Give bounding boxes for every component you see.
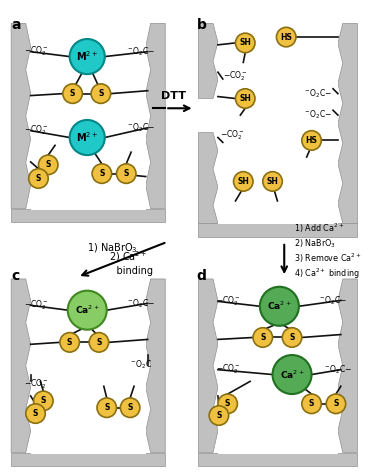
Text: $-$CO$_2^-$: $-$CO$_2^-$ <box>24 124 49 137</box>
Circle shape <box>302 131 321 150</box>
Text: S: S <box>260 333 265 342</box>
Text: $-$CO$_2^-$: $-$CO$_2^-$ <box>216 363 241 376</box>
Text: S: S <box>127 403 133 412</box>
Text: S: S <box>309 399 314 408</box>
Text: S: S <box>41 396 46 405</box>
Circle shape <box>234 171 253 191</box>
Circle shape <box>235 33 255 53</box>
Text: $-$CO$_2^-$: $-$CO$_2^-$ <box>24 378 49 391</box>
Text: d: d <box>197 269 206 283</box>
Polygon shape <box>198 23 218 98</box>
Polygon shape <box>198 223 357 237</box>
Bar <box>31 279 146 454</box>
Text: $-$CO$_2^-$: $-$CO$_2^-$ <box>220 129 245 142</box>
Text: $\mathregular{^-}$O$_2$C: $\mathregular{^-}$O$_2$C <box>129 359 153 371</box>
Circle shape <box>68 291 107 330</box>
Circle shape <box>209 406 229 425</box>
Circle shape <box>70 39 105 74</box>
Text: S: S <box>98 89 104 98</box>
Text: 1) NaBrO$_3$: 1) NaBrO$_3$ <box>87 241 138 255</box>
Polygon shape <box>11 279 31 453</box>
Circle shape <box>116 164 136 183</box>
Circle shape <box>39 155 58 175</box>
Text: Ca$^{2+}$: Ca$^{2+}$ <box>267 300 292 313</box>
Text: S: S <box>33 409 38 418</box>
Text: HS: HS <box>306 136 318 145</box>
Text: $-$CO$_2^-$: $-$CO$_2^-$ <box>24 45 49 58</box>
Circle shape <box>235 89 255 108</box>
Circle shape <box>273 355 311 394</box>
Text: SH: SH <box>239 38 251 48</box>
Circle shape <box>91 84 111 104</box>
Text: Ca$^{2+}$: Ca$^{2+}$ <box>280 368 304 381</box>
Circle shape <box>34 391 53 410</box>
Text: Ca$^{2+}$: Ca$^{2+}$ <box>75 304 99 316</box>
Circle shape <box>97 398 116 418</box>
Text: S: S <box>124 169 129 178</box>
Circle shape <box>60 332 79 352</box>
Circle shape <box>276 27 296 47</box>
Polygon shape <box>11 453 165 466</box>
Text: M$^{2+}$: M$^{2+}$ <box>76 50 98 64</box>
Text: S: S <box>290 333 295 342</box>
Bar <box>218 279 338 454</box>
Text: S: S <box>216 411 222 420</box>
Circle shape <box>89 332 109 352</box>
Text: S: S <box>96 338 102 347</box>
Polygon shape <box>11 23 31 209</box>
Text: $\mathregular{^-}$O$_2$C$-$: $\mathregular{^-}$O$_2$C$-$ <box>126 122 156 134</box>
Text: S: S <box>333 399 339 408</box>
Text: 2) Ca$^{2+}$
    binding: 2) Ca$^{2+}$ binding <box>104 249 153 276</box>
Text: HS: HS <box>280 33 292 41</box>
Text: a: a <box>11 18 21 31</box>
Polygon shape <box>198 279 218 453</box>
Text: S: S <box>225 399 230 408</box>
Circle shape <box>282 328 302 347</box>
Circle shape <box>29 169 48 188</box>
Circle shape <box>63 84 82 104</box>
Text: $\mathregular{^-}$O$_2$C$-$: $\mathregular{^-}$O$_2$C$-$ <box>318 294 348 307</box>
Text: $-$CO$_2^-$: $-$CO$_2^-$ <box>24 299 49 312</box>
Circle shape <box>218 394 237 414</box>
Text: SH: SH <box>239 94 251 103</box>
Polygon shape <box>198 133 218 223</box>
Circle shape <box>120 398 140 418</box>
Circle shape <box>92 164 112 183</box>
Circle shape <box>253 328 273 347</box>
Text: $\mathregular{^-}$O$_2$C$-$: $\mathregular{^-}$O$_2$C$-$ <box>126 46 156 58</box>
Circle shape <box>260 287 299 326</box>
Polygon shape <box>338 279 357 453</box>
Text: DTT: DTT <box>161 91 186 102</box>
Text: M$^{2+}$: M$^{2+}$ <box>76 131 98 144</box>
Text: b: b <box>197 18 206 31</box>
Text: $\mathregular{^-}$O$_2$C$-$: $\mathregular{^-}$O$_2$C$-$ <box>126 297 156 310</box>
Text: S: S <box>67 338 72 347</box>
Text: S: S <box>70 89 75 98</box>
Text: $-$CO$_2^-$: $-$CO$_2^-$ <box>223 69 248 83</box>
Bar <box>31 23 146 209</box>
Polygon shape <box>146 23 165 209</box>
Text: SH: SH <box>266 177 279 186</box>
Text: c: c <box>11 269 19 283</box>
Text: S: S <box>99 169 105 178</box>
Text: S: S <box>104 403 109 412</box>
Circle shape <box>26 404 45 423</box>
Circle shape <box>326 394 346 414</box>
Text: $-$CO$_2^-$: $-$CO$_2^-$ <box>216 294 241 308</box>
Bar <box>218 23 338 224</box>
Polygon shape <box>11 209 165 222</box>
Text: S: S <box>36 174 41 183</box>
Text: 1) Add Ca$^{2+}$
2) NaBrO$_3$
3) Remove Ca$^{2+}$
4) Ca$^{2+}$ binding: 1) Add Ca$^{2+}$ 2) NaBrO$_3$ 3) Remove … <box>294 222 361 282</box>
Text: $\mathregular{^-}$O$_2$C$-$: $\mathregular{^-}$O$_2$C$-$ <box>323 363 353 376</box>
Text: $\mathregular{^-}$O$_2$C$-$: $\mathregular{^-}$O$_2$C$-$ <box>304 109 333 121</box>
Circle shape <box>70 120 105 155</box>
Polygon shape <box>198 453 357 466</box>
Polygon shape <box>146 279 165 453</box>
Circle shape <box>263 171 282 191</box>
Text: S: S <box>45 161 51 169</box>
Text: $\mathregular{^-}$O$_2$C$-$: $\mathregular{^-}$O$_2$C$-$ <box>304 87 333 100</box>
Polygon shape <box>338 23 357 223</box>
Text: SH: SH <box>237 177 249 186</box>
Circle shape <box>302 394 321 414</box>
